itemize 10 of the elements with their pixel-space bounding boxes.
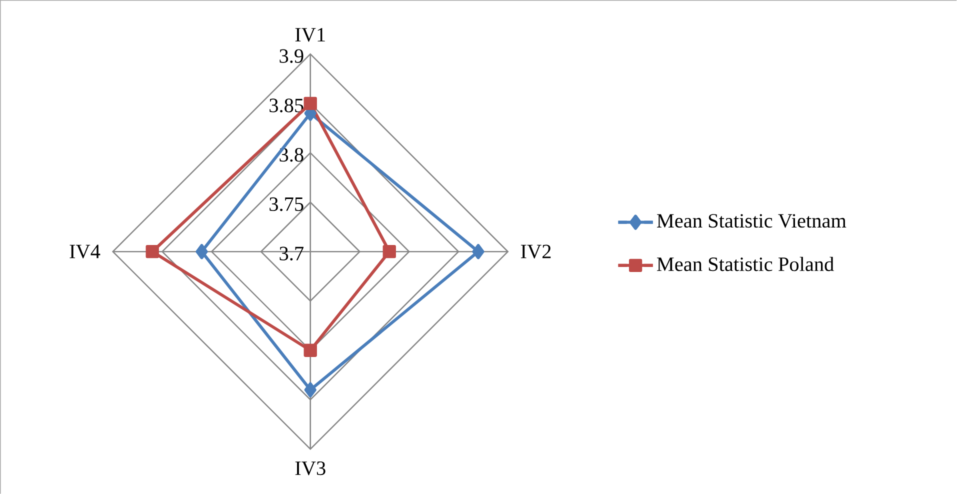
spoke-label: IV2 xyxy=(520,244,551,258)
spoke-label: IV1 xyxy=(295,28,325,42)
spoke-label: IV3 xyxy=(295,461,326,476)
legend-label: Mean Statistic Poland xyxy=(656,256,834,272)
spoke-label: IV4 xyxy=(70,244,100,258)
legend-label: Mean Statistic Vietnam xyxy=(656,214,846,228)
y-tick-label: 3.85 xyxy=(270,98,304,112)
y-tick-label: 3.9 xyxy=(280,49,304,63)
y-tick-label: 3.7 xyxy=(280,246,304,260)
y-tick-label: 3.75 xyxy=(270,197,304,212)
